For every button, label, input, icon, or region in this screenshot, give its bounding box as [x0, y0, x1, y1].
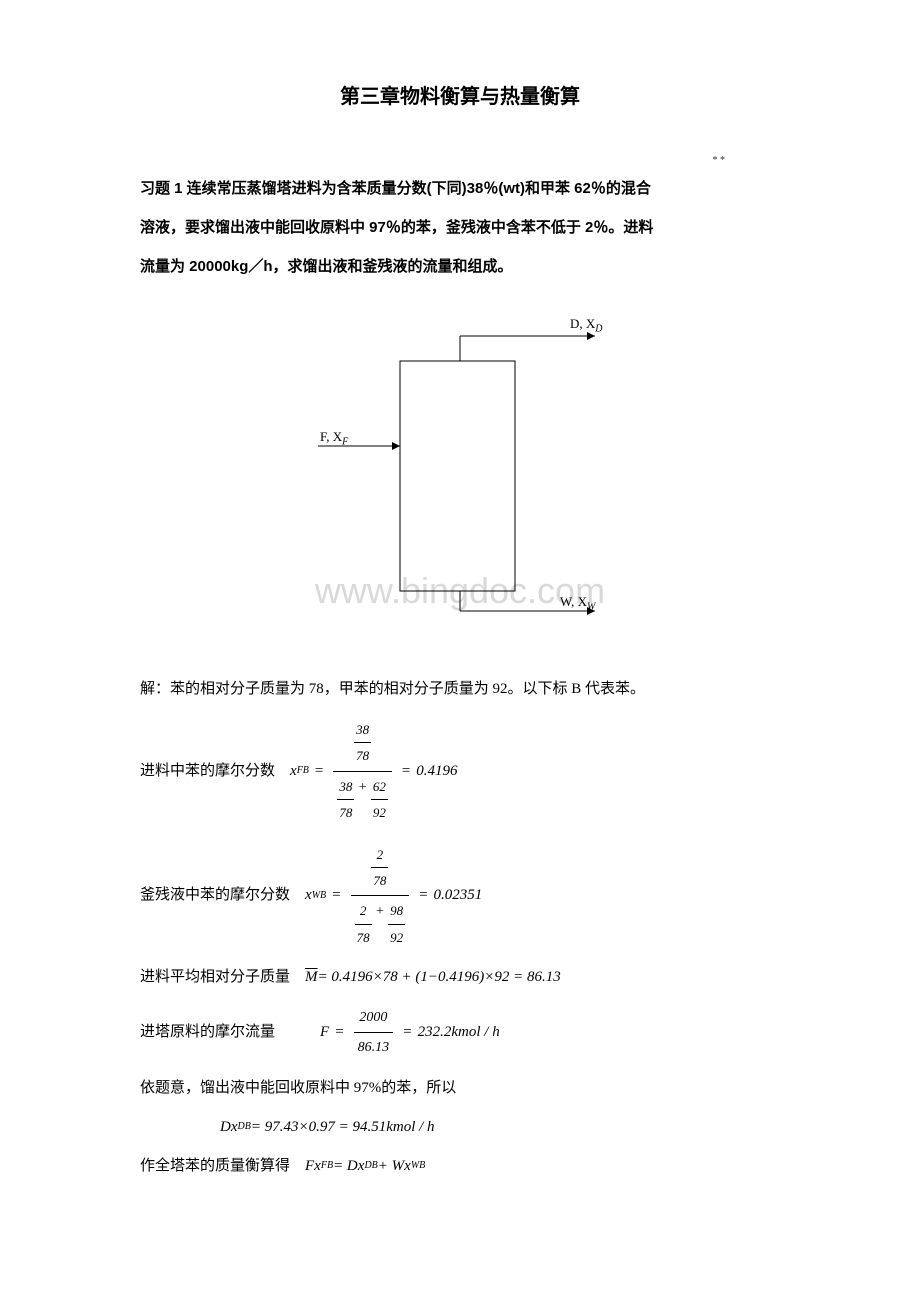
problem-line-2: 溶液，要求馏出液中能回收原料中 97％的苯，釜残液中含苯不低于 2％。进料: [140, 208, 780, 247]
f-arrow: [392, 442, 400, 450]
f-label: F, XF: [320, 429, 348, 448]
d-label: D, XD: [570, 316, 603, 335]
w-label: W, XW: [560, 594, 595, 613]
label-4: 进塔原料的摩尔流量: [140, 1019, 275, 1046]
problem-line-1: 习题 1 连续常压蒸馏塔进料为含苯质量分数(下同)38％(wt)和甲苯 62％的…: [140, 169, 780, 208]
solution-intro: 解：苯的相对分子质量为 78，甲苯的相对分子质量为 92。以下标 B 代表苯。: [140, 676, 780, 703]
solution-line-6: 作全塔苯的质量衡算得 FxFB = DxDB + WxWB: [140, 1153, 780, 1180]
label-1: 进料中苯的摩尔分数: [140, 758, 275, 785]
problem-line-3: 流量为 20000kg／h，求馏出液和釜残液的流量和组成。: [140, 247, 780, 286]
solution-line-5: 依题意，馏出液中能回收原料中 97%的苯，所以: [140, 1075, 780, 1102]
diagram-svg: [260, 316, 660, 636]
label-2: 釜残液中苯的摩尔分数: [140, 882, 290, 909]
distillation-diagram: D, XD F, XF W, XW: [260, 316, 660, 636]
label-3: 进料平均相对分子质量: [140, 964, 290, 991]
formula-1: xFB = 38 78 38 78 + 62: [290, 715, 458, 828]
formula-6: FxFB = DxDB + WxWB: [305, 1153, 425, 1180]
formula-5: DxDB = 97.43×0.97 = 94.51kmol / h: [220, 1114, 435, 1141]
formula-4: F = 2000 86.13 = 232.2kmol / h: [320, 1003, 500, 1062]
solution-line-4: 进塔原料的摩尔流量 F = 2000 86.13 = 232.2kmol / h: [140, 1003, 780, 1062]
label-6: 作全塔苯的质量衡算得: [140, 1153, 290, 1180]
formula-2: xWB = 2 78 2 78 + 98: [305, 840, 482, 953]
column-rect: [400, 361, 515, 591]
solution-line-1: 进料中苯的摩尔分数 xFB = 38 78 38 78 + 6: [140, 715, 780, 828]
formula-5-line: DxDB = 97.43×0.97 = 94.51kmol / h: [220, 1114, 780, 1141]
solution-line-2: 釜残液中苯的摩尔分数 xWB = 2 78 2 78 + 98: [140, 840, 780, 953]
solution-line-3: 进料平均相对分子质量 M = 0.4196×78 + (1−0.4196)×92…: [140, 964, 780, 991]
problem-statement: 习题 1 连续常压蒸馏塔进料为含苯质量分数(下同)38％(wt)和甲苯 62％的…: [140, 169, 780, 286]
formula-3: M = 0.4196×78 + (1−0.4196)×92 = 86.13: [305, 964, 561, 991]
page-marker: * *: [713, 155, 726, 166]
chapter-title: 第三章物料衡算与热量衡算: [140, 80, 780, 109]
